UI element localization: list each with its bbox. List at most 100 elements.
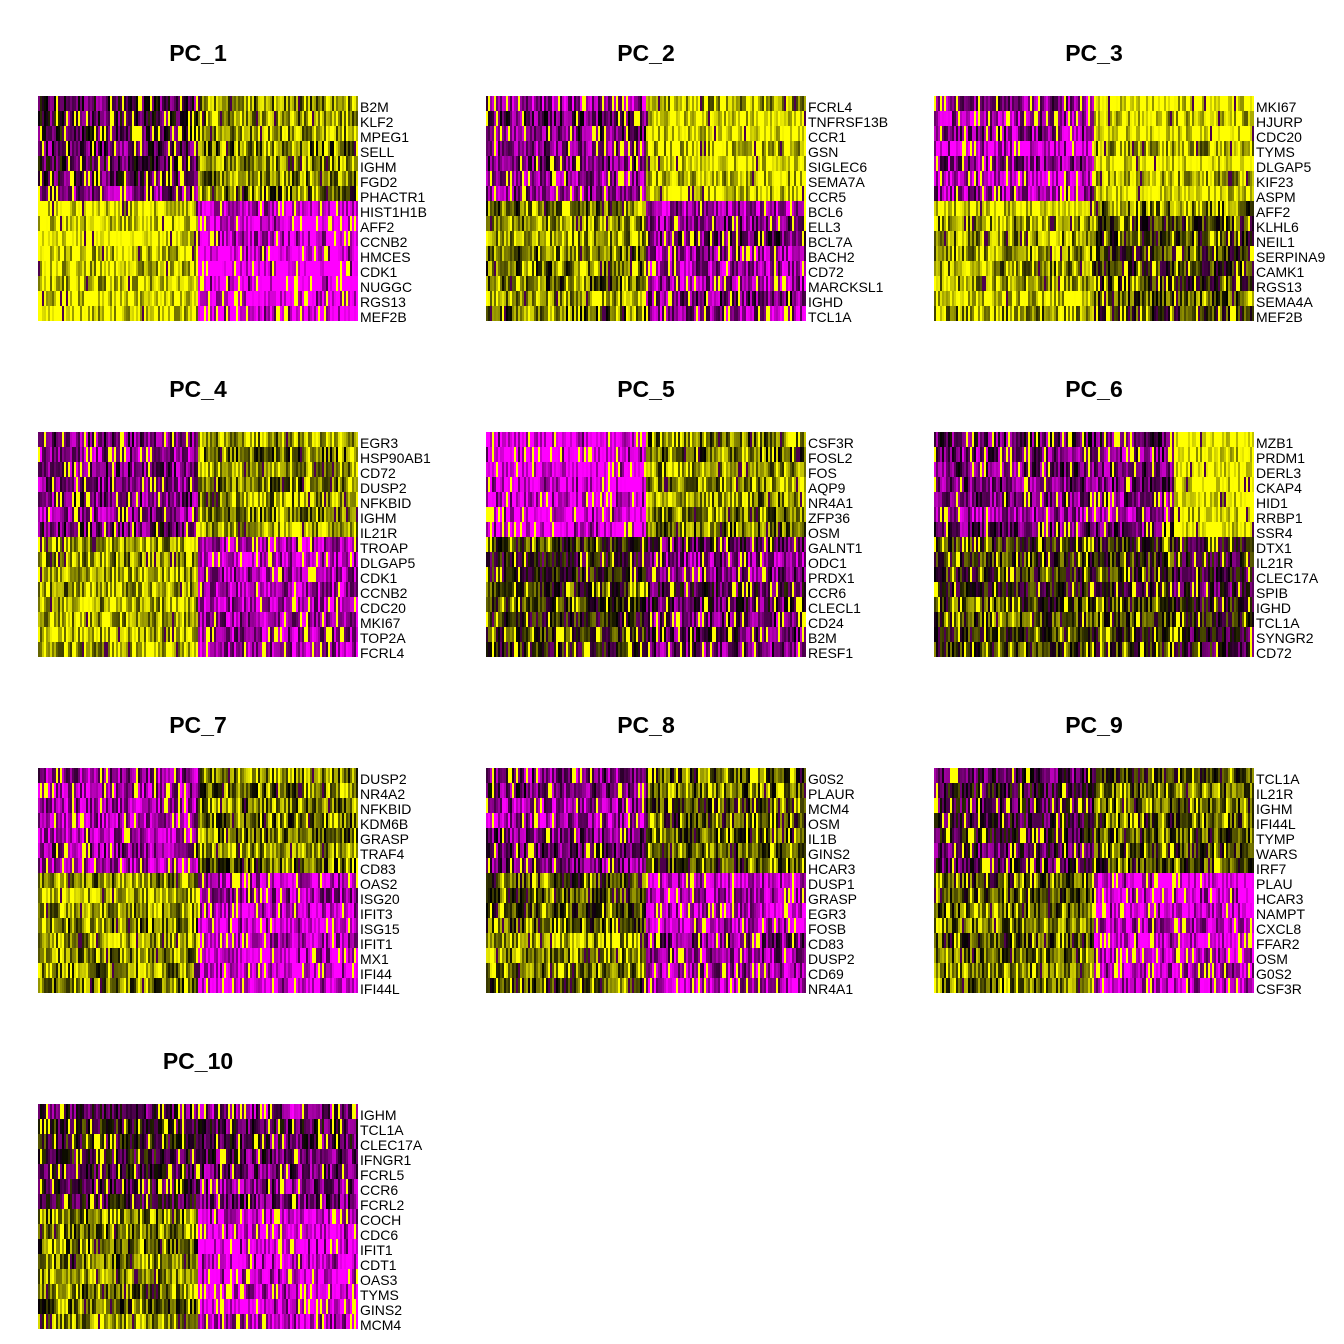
heatmap-cell <box>744 261 747 277</box>
heatmap-cell <box>612 171 615 187</box>
heatmap-cell <box>256 96 259 112</box>
heatmap-cell <box>602 96 605 112</box>
heatmap-cell <box>748 201 751 217</box>
heatmap-cell <box>156 291 159 307</box>
heatmap-cell <box>728 126 731 142</box>
heatmap-cell <box>500 216 503 232</box>
heatmap-cell <box>48 96 51 112</box>
heatmap-cell <box>238 141 241 157</box>
heatmap-cell <box>56 276 59 292</box>
heatmap-cell <box>148 156 151 172</box>
heatmap-cell <box>192 156 195 172</box>
heatmap-cell <box>540 201 543 217</box>
heatmap-cell <box>614 201 617 217</box>
heatmap-cell <box>750 276 753 292</box>
heatmap-cell <box>522 231 525 247</box>
heatmap-cell <box>228 171 231 187</box>
heatmap-cell <box>764 186 767 202</box>
heatmap-cell <box>172 111 175 127</box>
heatmap-cell <box>146 111 149 127</box>
heatmap-cell <box>278 216 281 232</box>
heatmap-cell <box>790 126 793 142</box>
heatmap-cell <box>94 141 97 157</box>
heatmap-cell <box>118 171 121 187</box>
heatmap-cell <box>550 216 553 232</box>
heatmap-cell <box>598 261 601 277</box>
heatmap-cell <box>574 261 577 277</box>
heatmap-cell <box>68 261 71 277</box>
heatmap-cell <box>132 231 135 247</box>
heatmap-row <box>486 111 806 127</box>
heatmap-cell <box>606 201 609 217</box>
heatmap-cell <box>80 171 83 187</box>
heatmap-cell <box>316 276 319 292</box>
heatmap-cell <box>982 96 985 112</box>
heatmap-cell <box>512 231 515 247</box>
heatmap-cell <box>790 291 793 307</box>
heatmap-cell <box>630 171 633 187</box>
heatmap-cell <box>230 111 233 127</box>
heatmap-cell <box>1164 96 1167 112</box>
heatmap-cell <box>134 201 137 217</box>
heatmap-cell <box>746 171 749 187</box>
heatmap-cell <box>592 156 595 172</box>
heatmap-cell <box>200 306 203 321</box>
heatmap-cell <box>116 201 119 217</box>
heatmap-cell <box>88 216 91 232</box>
heatmap-cell <box>316 156 319 172</box>
heatmap-cell <box>334 291 337 307</box>
heatmap-cell <box>588 156 591 172</box>
heatmap-cell <box>710 261 713 277</box>
heatmap-cell <box>146 126 149 142</box>
heatmap-cell <box>96 156 99 172</box>
heatmap-cell <box>66 141 69 157</box>
heatmap-cell <box>166 96 169 112</box>
heatmap-cell <box>128 291 131 307</box>
heatmap-cell <box>66 96 69 112</box>
heatmap-cell <box>760 111 763 127</box>
heatmap-cell <box>1142 96 1145 112</box>
heatmap-cell <box>738 171 741 187</box>
heatmap-cell <box>776 186 779 202</box>
heatmap-cell <box>300 201 303 217</box>
heatmap-cell <box>150 261 153 277</box>
heatmap-cell <box>798 216 801 232</box>
heatmap-cell <box>244 201 247 217</box>
heatmap-cell <box>636 126 639 142</box>
heatmap-cell <box>512 111 515 127</box>
heatmap-cell <box>570 246 573 262</box>
heatmap-cell <box>174 216 177 232</box>
heatmap-cell <box>202 291 205 307</box>
heatmap-cell <box>230 276 233 292</box>
heatmap-cell <box>662 276 665 292</box>
heatmap-cell <box>622 171 625 187</box>
heatmap-cell <box>592 306 595 321</box>
heatmap-cell <box>270 216 273 232</box>
heatmap-cell <box>316 261 319 277</box>
heatmap-cell <box>528 306 531 321</box>
heatmap-cell <box>578 186 581 202</box>
heatmap-cell <box>192 291 195 307</box>
heatmap-cell <box>550 156 553 172</box>
heatmap-cell <box>992 96 995 112</box>
heatmap-cell <box>708 96 711 112</box>
heatmap-cell <box>730 291 733 307</box>
heatmap-cell <box>764 156 767 172</box>
heatmap-cell <box>86 186 89 202</box>
heatmap-cell <box>260 261 263 277</box>
heatmap-cell <box>248 261 251 277</box>
heatmap-cell <box>630 156 633 172</box>
heatmap-cell <box>652 186 655 202</box>
heatmap-cell <box>670 186 673 202</box>
heatmap-cell <box>264 126 267 142</box>
heatmap-cell <box>348 201 351 217</box>
heatmap-cell <box>522 216 525 232</box>
heatmap-cell <box>764 141 767 157</box>
heatmap-cell <box>170 96 173 112</box>
heatmap-cell <box>312 231 315 247</box>
heatmap-cell <box>1062 96 1065 112</box>
heatmap-cell <box>186 156 189 172</box>
heatmap-cell <box>790 216 793 232</box>
heatmap-cell <box>724 96 727 112</box>
heatmap-cell <box>664 216 667 232</box>
